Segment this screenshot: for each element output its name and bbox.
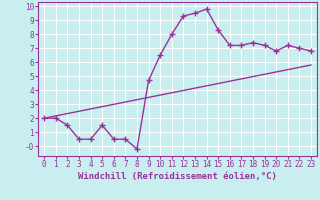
X-axis label: Windchill (Refroidissement éolien,°C): Windchill (Refroidissement éolien,°C): [78, 172, 277, 181]
